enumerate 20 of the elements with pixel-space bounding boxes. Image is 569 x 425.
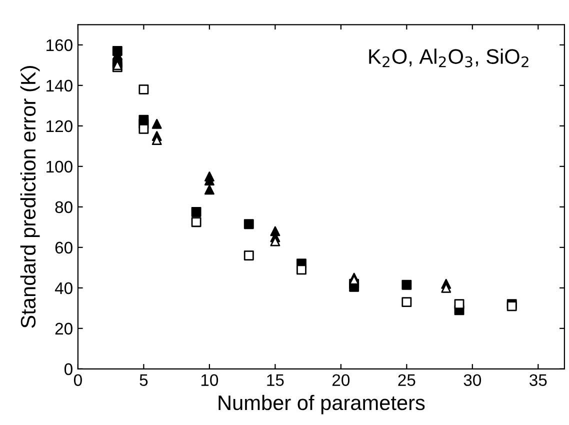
x-tick-label: 5 [140, 374, 148, 386]
y-tick-label: 160 [46, 39, 72, 52]
x-tick-label: 0 [74, 374, 82, 386]
y-axis-title: Standard prediction error (K) [20, 66, 40, 328]
annotation: K$_{2}$O, Al$_{2}$O$_{3}$, SiO$_{2}$ [369, 48, 528, 68]
x-tick-label: 20 [332, 374, 350, 386]
y-tick-label: 80 [55, 201, 72, 214]
y-tick-label: 140 [46, 80, 72, 92]
x-tick-label: 35 [530, 374, 547, 386]
x-tick-label: 10 [201, 374, 218, 386]
x-axis-title: Number of parameters [218, 394, 425, 414]
x-tick-label: 25 [398, 374, 416, 386]
y-tick-label: 40 [54, 282, 72, 294]
x-tick-label: 30 [464, 374, 482, 386]
x-tick-label: 15 [267, 374, 284, 386]
y-tick-label: 120 [46, 120, 72, 132]
y-tick-label: 20 [55, 322, 72, 335]
y-tick-label: 100 [46, 160, 72, 173]
y-tick-label: 0 [64, 363, 72, 376]
y-tick-label: 60 [55, 242, 72, 254]
